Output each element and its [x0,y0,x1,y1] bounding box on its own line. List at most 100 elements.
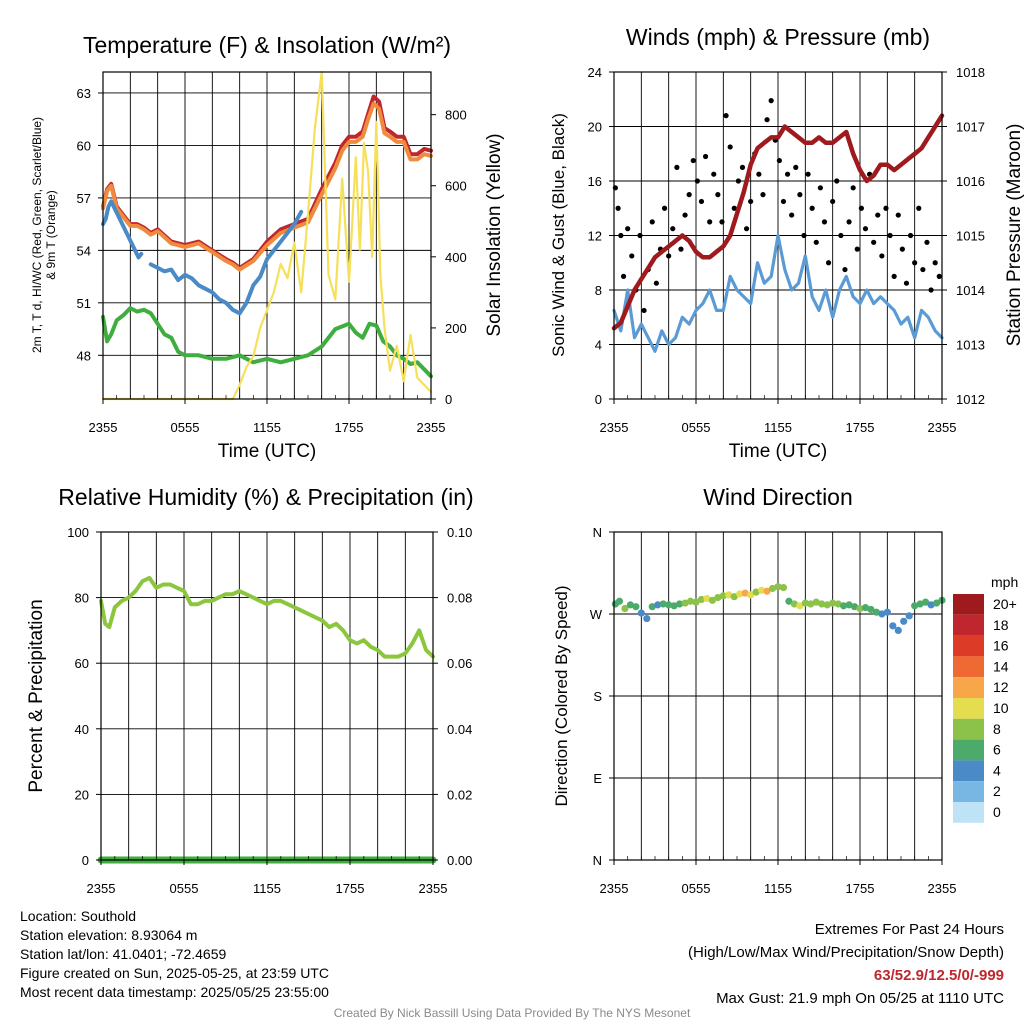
y-tick-label: 80 [75,591,89,606]
gust-point [936,273,942,279]
gust-point [768,98,774,104]
legend-label: 20+ [993,596,1017,612]
gust-point [739,164,746,170]
winds-panel: Winds (mph) & Pressure (mb) 2355 0555 1155… [549,24,1024,462]
y2-tick-label: 1015 [956,229,985,244]
y-tick-label: 48 [77,348,91,363]
wind-direction-point [659,600,667,608]
gust-point [678,246,684,252]
figure-created: Figure created on Sun, 2025-05-25, at 23… [20,965,329,981]
x-tick-label: 2355 [600,881,629,896]
x-tick-label: 2355 [928,881,957,896]
gust-point [834,178,840,184]
humidity-ticks: 2355 0555 1155 1755 2355 0 20 40 60 80 100 0.00 0.02… [67,525,472,896]
wind-direction-point [719,592,727,600]
wind-direction-point [829,599,837,607]
y-tick-label: 54 [77,243,91,258]
gust-point [854,246,860,252]
legend-label: 0 [993,804,1001,820]
y2-tick-label: 1018 [956,65,985,80]
direction-ticks: 2355 0555 1155 1755 2355 N E S W N [590,525,957,896]
y-tick-label: 0 [82,853,89,868]
y-tick-label: 60 [77,138,91,153]
legend-swatch [953,635,984,657]
humidity-left-axis-label: Percent & Precipitation [26,599,47,792]
gust-point [916,205,922,211]
x-tick-label: 1155 [764,881,792,896]
gust-point [895,212,901,218]
legend-label: 10 [993,700,1009,716]
wind-direction-point [752,588,760,596]
y-tick-label: 60 [75,656,89,671]
winds-panel-title: Winds (mph) & Pressure (mb) [626,24,930,50]
gust-point [637,232,643,239]
y-tick-label: 24 [588,65,602,80]
gust-point [707,219,713,225]
y-tick-label: 12 [588,229,602,244]
gust-point [748,198,754,205]
legend-label: 8 [993,721,1001,737]
gust-point [694,178,700,184]
legend-swatch [953,718,984,740]
wind-direction-point [922,598,930,606]
y2-tick-label: 0.06 [447,656,472,671]
wind-direction-point [900,617,908,625]
gust-point [719,219,725,225]
y-tick-label: 100 [67,525,89,540]
y2-tick-label: 1016 [956,174,985,189]
gust-point [912,260,918,266]
wind-direction-point [648,603,656,611]
y-tick-label: 16 [588,174,602,189]
wind-direction-point [889,622,897,630]
gust-point [838,232,844,239]
gust-point [801,232,807,239]
temperature-left-axis-label: 2m T, T d, HI/WC (Red, Green, Scarlet/Bl… [30,117,58,353]
y2-tick-label: 0.04 [447,722,472,737]
gust-point [887,232,893,239]
wind-direction-point [911,602,919,610]
wind-direction-point [861,604,870,612]
gust-point [830,198,836,205]
humidity-panel-title: Relative Humidity (%) & Precipitation (i… [58,484,473,510]
direction-legend-unit: mph [991,574,1018,590]
legend-label: 16 [993,638,1009,654]
gust-point [618,232,624,239]
wind-direction-point [774,583,782,591]
solar-insolation-line [101,70,433,401]
legend-label: 6 [993,742,1001,758]
wind-direction-point [741,589,749,597]
td-line [101,306,433,379]
wind-direction-point [747,591,755,599]
gust-point [809,205,815,211]
gust-point [875,212,881,218]
gust-point [674,164,680,170]
x-tick-label: 2355 [89,420,118,435]
gust-point [756,171,762,177]
direction-panel-title: Wind Direction [703,484,853,510]
humidity-panel: Relative Humidity (%) & Precipitation (i… [26,484,474,896]
gust-point [842,266,848,273]
9m-t-line [101,101,433,272]
data-credit: Created By Nick Bassill Using Data Provi… [333,1006,691,1020]
wind-direction-point [894,626,902,635]
wind-direction-point [883,608,891,616]
gust-point [702,153,709,160]
humidity-gridlines [101,532,433,860]
gust-point [698,198,705,205]
gust-point [760,192,766,198]
y-tick-label: 51 [77,296,91,311]
wind-direction-point [807,600,815,608]
legend-label: 2 [993,783,1001,799]
gust-point [776,157,782,164]
extremes-values: 63/52.9/12.5/0/-999 [873,967,1004,984]
extremes-info: Extremes For Past 24 Hours (High/Low/Max… [688,918,1004,1010]
y-tick-label: 57 [77,191,91,206]
wind-direction-point [692,598,700,606]
gust-point [883,205,889,211]
x-tick-label: 2355 [419,881,448,896]
gust-point [641,307,647,314]
wind-direction-point [905,612,913,620]
gust-point [625,226,631,232]
wind-direction-point [676,600,684,608]
gust-point [780,198,787,205]
